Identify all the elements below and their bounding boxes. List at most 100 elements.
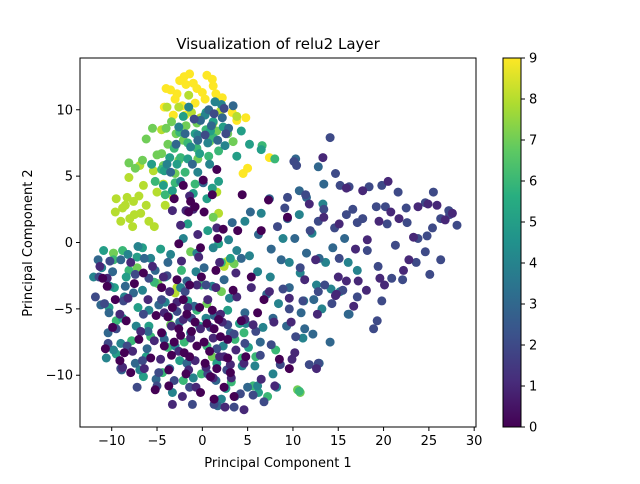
colorbar-tick-label: 9 — [529, 52, 537, 67]
scatter-point — [266, 244, 276, 254]
scatter-point — [203, 138, 213, 148]
scatter-point — [189, 114, 199, 124]
scatter-point — [174, 122, 184, 132]
scatter-point — [121, 316, 131, 326]
scatter-point — [264, 195, 273, 205]
scatter-point — [180, 129, 190, 139]
scatter-point — [178, 295, 188, 305]
scatter-point — [361, 285, 371, 295]
scatter-point — [223, 305, 233, 315]
scatter-point — [231, 345, 241, 355]
scatter-point — [163, 257, 173, 267]
scatter-point — [166, 249, 176, 259]
colorbar-tick-label: 3 — [529, 298, 537, 313]
scatter-point — [175, 356, 185, 366]
scatter-point — [308, 329, 318, 339]
scatter-point — [129, 196, 138, 206]
scatter-point — [176, 153, 186, 163]
scatter-point — [187, 326, 196, 336]
scatter-point — [163, 312, 173, 322]
scatter-point — [305, 226, 315, 236]
scatter-point — [256, 374, 266, 384]
scatter-point — [196, 369, 206, 379]
scatter-point — [193, 135, 203, 145]
scatter-point — [185, 69, 195, 79]
scatter-point — [98, 273, 108, 283]
scatter-point — [362, 235, 372, 245]
scatter-point — [240, 216, 250, 226]
scatter-point — [176, 220, 186, 230]
scatter-point — [196, 243, 205, 253]
scatter-point — [223, 353, 233, 363]
scatter-point — [214, 176, 224, 186]
scatter-point — [185, 280, 195, 290]
scatter-point — [309, 295, 319, 305]
scatter-point — [99, 246, 109, 255]
scatter-point — [302, 248, 311, 258]
scatter-point — [338, 285, 348, 295]
scatter-point — [167, 186, 177, 196]
scatter-point — [211, 283, 221, 293]
scatter-point — [274, 354, 284, 364]
scatter-point — [348, 204, 358, 214]
scatter-point — [296, 308, 306, 318]
scatter-point — [386, 207, 396, 217]
scatter-point — [211, 265, 221, 275]
scatter-point — [164, 365, 174, 375]
scatter-point — [214, 315, 224, 324]
scatter-point — [195, 149, 205, 159]
scatter-point — [147, 159, 157, 169]
scatter-point — [141, 200, 151, 210]
scatter-point — [341, 210, 351, 220]
scatter-point — [208, 333, 218, 343]
scatter-point — [270, 381, 280, 391]
scatter-point — [200, 130, 210, 140]
scatter-point — [411, 257, 421, 267]
y-tick-label: −10 — [46, 369, 73, 384]
scatter-point — [304, 199, 314, 209]
scatter-point — [213, 234, 223, 243]
scatter-point — [166, 167, 176, 177]
scatter-point — [212, 364, 222, 374]
scatter-point — [311, 255, 321, 265]
scatter-point — [181, 121, 191, 131]
scatter-point — [164, 381, 174, 391]
scatter-point — [268, 369, 278, 379]
scatter-point — [190, 317, 200, 327]
scatter-point — [380, 280, 389, 290]
scatter-point — [209, 394, 219, 404]
scatter-point — [118, 203, 128, 213]
scatter-point — [295, 263, 305, 273]
scatter-point — [186, 142, 196, 152]
scatter-point — [161, 123, 171, 133]
scatter-point — [132, 382, 142, 392]
scatter-point — [146, 353, 156, 363]
scatter-point — [440, 215, 450, 225]
x-axis: −10 −5 0 5 10 15 20 25 30 — [98, 427, 482, 449]
scatter-point — [224, 235, 234, 245]
scatter-point — [167, 303, 177, 312]
scatter-point — [452, 220, 462, 230]
scatter-point — [241, 113, 251, 123]
scatter-point — [176, 330, 186, 340]
scatter-point — [239, 405, 249, 415]
scatter-point — [276, 255, 286, 265]
scatter-point — [259, 397, 269, 407]
scatter-point — [278, 234, 288, 243]
scatter-point — [382, 219, 392, 229]
scatter-point — [148, 261, 157, 271]
scatter-point — [343, 309, 353, 319]
scatter-point — [373, 261, 383, 271]
scatter-point — [136, 208, 146, 218]
scatter-point — [399, 265, 408, 275]
scatter-point — [207, 74, 217, 84]
scatter-point — [401, 203, 411, 213]
colorbar-tick-label: 7 — [529, 134, 537, 149]
scatter-point — [232, 292, 242, 302]
scatter-point — [219, 103, 229, 113]
scatter-point — [138, 372, 148, 382]
scatter-point — [181, 369, 191, 379]
scatter-point — [228, 137, 238, 147]
scatter-point — [206, 121, 216, 131]
scatter-point — [200, 94, 210, 104]
